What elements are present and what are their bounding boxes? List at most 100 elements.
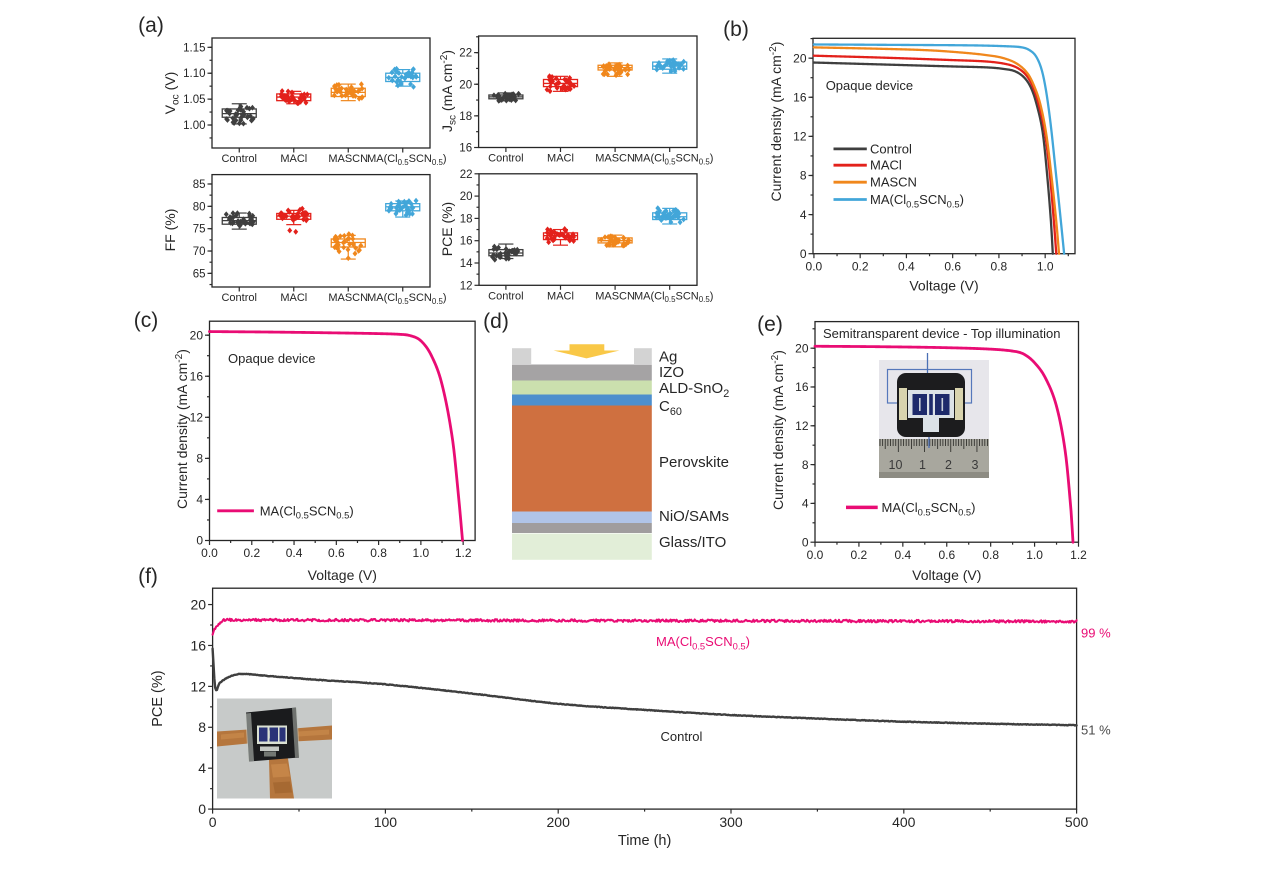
svg-text:0: 0 (198, 801, 206, 817)
svg-text:Opaque device: Opaque device (826, 78, 913, 93)
svg-text:12: 12 (191, 678, 207, 694)
svg-text:8: 8 (196, 452, 203, 466)
svg-text:(d): (d) (483, 310, 509, 333)
svg-text:16: 16 (191, 637, 207, 653)
svg-text:0.6: 0.6 (944, 259, 961, 273)
svg-text:99 %: 99 % (1081, 626, 1111, 641)
svg-text:Control: Control (488, 153, 523, 165)
svg-text:Voltage (V): Voltage (V) (308, 567, 377, 583)
svg-text:12: 12 (793, 130, 807, 144)
svg-text:0: 0 (802, 535, 809, 549)
svg-text:16: 16 (190, 369, 204, 383)
svg-text:1.05: 1.05 (183, 94, 205, 106)
svg-text:Control: Control (870, 141, 912, 156)
svg-text:Voc​ (V): Voc​ (V) (162, 72, 182, 115)
svg-text:Semitransparent device - Top i: Semitransparent device - Top illuminatio… (823, 326, 1061, 341)
svg-text:(c): (c) (134, 309, 159, 332)
svg-text:18: 18 (460, 213, 473, 225)
svg-text:51 %: 51 % (1081, 723, 1111, 738)
svg-text:PCE (%): PCE (%) (150, 670, 166, 726)
svg-text:16: 16 (795, 380, 809, 394)
svg-text:C60​: C60​ (659, 398, 682, 418)
svg-text:Voltage (V): Voltage (V) (912, 567, 981, 583)
svg-text:IZO: IZO (659, 364, 684, 381)
svg-text:Current density (mA cm-2​): Current density (mA cm-2​) (174, 349, 190, 509)
svg-text:1.2: 1.2 (1070, 548, 1087, 562)
svg-text:0.0: 0.0 (201, 546, 218, 560)
svg-text:0.0: 0.0 (806, 259, 823, 273)
svg-text:65: 65 (193, 268, 206, 280)
svg-text:MACl: MACl (547, 153, 574, 165)
svg-text:20: 20 (191, 597, 207, 613)
svg-text:14: 14 (460, 258, 473, 270)
svg-text:1.0: 1.0 (1037, 259, 1054, 273)
svg-text:12: 12 (795, 419, 809, 433)
svg-text:75: 75 (193, 224, 206, 236)
svg-text:16: 16 (459, 143, 472, 155)
svg-text:Control: Control (661, 729, 703, 744)
svg-text:MASCN: MASCN (595, 290, 635, 302)
svg-text:10: 10 (889, 458, 903, 472)
svg-text:1.2: 1.2 (455, 546, 472, 560)
svg-text:1.0: 1.0 (413, 546, 430, 560)
svg-text:Control: Control (488, 290, 523, 302)
svg-text:0.8: 0.8 (991, 259, 1008, 273)
svg-text:MA(Cl0.5​SCN0.5​): MA(Cl0.5​SCN0.5​) (870, 192, 964, 209)
svg-text:Control: Control (221, 153, 256, 165)
svg-text:MACl: MACl (280, 292, 307, 304)
svg-text:Opaque device: Opaque device (228, 351, 315, 366)
svg-text:1.15: 1.15 (183, 42, 205, 54)
svg-text:MASCN: MASCN (328, 292, 368, 304)
svg-text:1: 1 (919, 458, 926, 472)
svg-text:70: 70 (193, 246, 206, 258)
svg-text:(b): (b) (723, 18, 749, 41)
svg-text:1.0: 1.0 (1026, 548, 1043, 562)
svg-text:MACl: MACl (280, 153, 307, 165)
svg-text:200: 200 (547, 814, 571, 830)
svg-text:Voltage (V): Voltage (V) (909, 277, 978, 293)
svg-text:(a): (a) (138, 14, 164, 37)
svg-text:100: 100 (374, 814, 398, 830)
svg-text:20: 20 (190, 328, 204, 342)
svg-text:Ag: Ag (659, 349, 677, 366)
svg-text:0: 0 (800, 247, 807, 261)
svg-text:16: 16 (460, 236, 473, 248)
svg-text:0.2: 0.2 (851, 548, 868, 562)
svg-text:22: 22 (460, 169, 473, 181)
svg-text:0.2: 0.2 (243, 546, 260, 560)
svg-text:(f): (f) (138, 565, 158, 588)
svg-text:80: 80 (193, 201, 206, 213)
svg-text:300: 300 (719, 814, 743, 830)
svg-text:85: 85 (193, 179, 206, 191)
svg-text:(e): (e) (757, 313, 783, 336)
svg-text:Glass/ITO: Glass/ITO (659, 534, 726, 551)
svg-text:MA(Cl0.5​SCN0.5​): MA(Cl0.5​SCN0.5​) (634, 290, 713, 304)
svg-text:MASCN: MASCN (595, 153, 635, 165)
svg-text:20: 20 (795, 341, 809, 355)
svg-text:Jsc​ (mA cm-2​): Jsc​ (mA cm-2​) (439, 50, 459, 132)
svg-text:8: 8 (800, 169, 807, 183)
svg-text:MACl: MACl (547, 290, 574, 302)
svg-text:MACl: MACl (870, 158, 902, 173)
svg-text:20: 20 (460, 191, 473, 203)
svg-text:4: 4 (196, 493, 203, 507)
svg-text:0: 0 (209, 814, 217, 830)
svg-text:0.6: 0.6 (328, 546, 345, 560)
svg-text:Perovskite: Perovskite (659, 454, 729, 471)
svg-text:MA(Cl0.5​SCN0.5​): MA(Cl0.5​SCN0.5​) (882, 500, 976, 517)
svg-text:16: 16 (793, 91, 807, 105)
svg-text:20: 20 (459, 79, 472, 91)
svg-text:400: 400 (892, 814, 916, 830)
svg-text:0.0: 0.0 (807, 548, 824, 562)
svg-text:0.8: 0.8 (982, 548, 999, 562)
svg-text:22: 22 (459, 48, 472, 60)
svg-text:0.8: 0.8 (370, 546, 387, 560)
svg-text:ALD-SnO2​: ALD-SnO2​ (659, 380, 729, 400)
svg-text:MASCN: MASCN (870, 175, 917, 190)
svg-text:1.10: 1.10 (183, 68, 205, 80)
svg-text:20: 20 (793, 51, 807, 65)
svg-text:MA(Cl0.5​SCN0.5​): MA(Cl0.5​SCN0.5​) (367, 292, 446, 306)
svg-text:Current density (mA cm-2​): Current density (mA cm-2​) (770, 350, 786, 510)
svg-text:0.2: 0.2 (852, 259, 869, 273)
svg-text:3: 3 (972, 458, 979, 472)
